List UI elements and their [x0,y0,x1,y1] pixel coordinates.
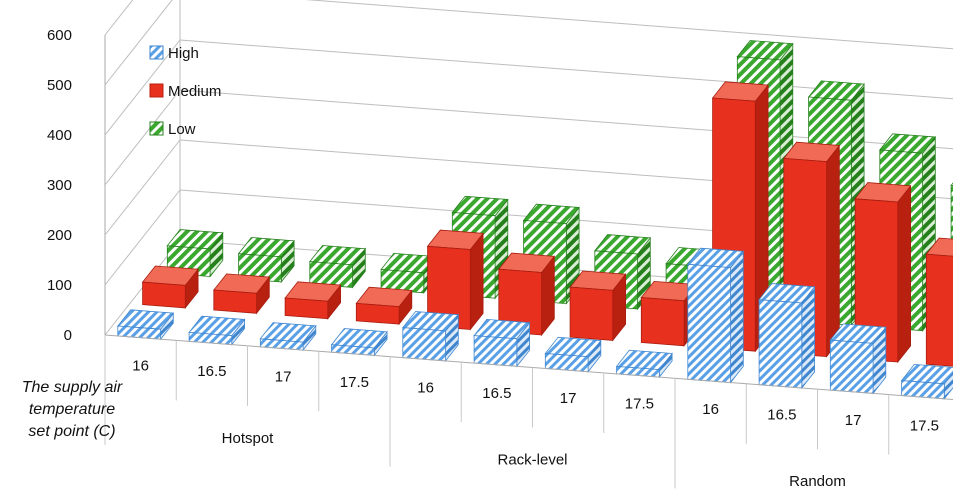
gridline-side [104,39,181,136]
y-tick-label: 500 [47,77,72,94]
bar-medium-rack-level-17 [569,270,627,342]
bar-medium-hotspot-17 [284,281,342,320]
legend-item-medium: Medium [149,83,221,100]
group-label: Random [789,473,846,490]
bar-low-hotspot-17 [309,245,367,289]
x-tick-label: 17.5 [340,374,369,391]
bar-high-rack-level-16 [402,311,460,363]
group-label: Hotspot [222,430,275,447]
bar-medium-random-17 [854,182,912,364]
x-tick-label: 17.5 [625,396,654,413]
bar-high-hotspot-16.5 [188,315,246,346]
legend-label: Medium [168,83,221,100]
x-tick-label: 17 [845,412,862,429]
bar-medium-hotspot-16 [141,265,199,310]
legend-item-high: High [149,45,199,62]
legend-swatch [149,121,164,136]
bar-high-hotspot-17.5 [330,328,388,357]
bar-high-random-16 [687,247,745,384]
x-tick-label: 17.5 [910,417,939,434]
legend-label: Low [168,121,196,138]
x-tick-label: 16 [132,358,149,375]
bar-high-random-16.5 [758,283,816,390]
bar-high-rack-level-17 [544,336,602,373]
legend: High Medium Low [149,45,221,138]
legend-label: High [168,45,199,62]
bar-high-random-17.5 [900,363,953,400]
legend-item-low: Low [149,121,196,138]
gridline-side [104,89,181,186]
x-tick-label: 16.5 [482,385,511,402]
bar-medium-hotspot-17.5 [355,286,413,326]
x-axis-title-line: The supply air [22,379,123,396]
x-tick-label: 16 [702,401,719,418]
gridline-side [104,139,181,236]
x-tick-label: 16 [417,379,434,396]
x-axis-title-line: temperature [29,401,115,418]
y-tick-label: 300 [47,177,72,194]
x-tick-label: 17 [560,390,577,407]
category-axis: 16 16.5 17 17.5 Hotspot 16 16.5 17 17.5 Rack-leve… [104,334,953,490]
bar-high-random-17 [829,323,887,395]
x-tick-label: 16.5 [767,406,796,423]
y-tick-label: 600 [47,27,72,44]
x-tick-label: 16.5 [197,363,226,380]
bar-medium-rack-level-16.5 [498,252,556,337]
x-axis-title: The supply air temperature set point (C) [22,379,123,440]
y-tick-label: 200 [47,227,72,244]
y-tick-label: 400 [47,127,72,144]
bar-medium-random-17.5 [925,237,953,367]
group-label: Rack-level [497,452,567,469]
bar-high-rack-level-17.5 [615,349,673,379]
y-tick-label: 100 [47,277,72,294]
gridline [304,0,953,50]
gridline [179,39,953,100]
bar-high-hotspot-16 [117,309,175,341]
gridline-side [104,189,181,286]
bar-high-rack-level-16.5 [473,318,531,368]
bar-low-hotspot-16.5 [237,237,295,284]
gridline [180,0,953,5]
legend-swatch [149,45,164,60]
x-axis-title-line: set point (C) [28,423,115,440]
y-tick-label: 0 [64,327,72,344]
bar-medium-hotspot-16.5 [213,273,271,315]
gridline-side [104,0,173,86]
bar-medium-rack-level-16 [426,229,484,331]
bar-high-hotspot-17 [259,322,317,352]
y-axis-ticks: 0 100 200 300 400 500 600 [47,27,72,344]
bars [117,40,953,400]
legend-swatch [149,83,164,98]
x-tick-label: 17 [275,369,292,386]
gridline-side [104,0,134,36]
